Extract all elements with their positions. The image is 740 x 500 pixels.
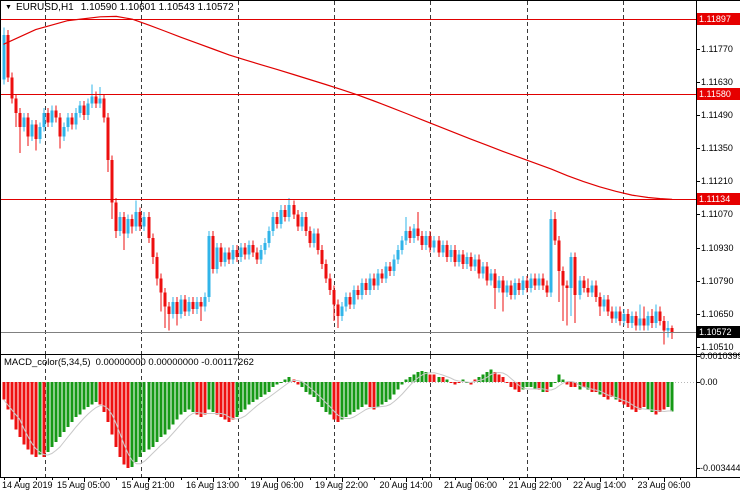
price-axis-label: 1.11490	[701, 110, 733, 120]
chart-title-bar: ▼ EURUSD,H1 1.10590 1.10601 1.10543 1.1057…	[5, 2, 234, 13]
time-axis-label: 14 Aug 2019	[2, 480, 53, 490]
price-axis-label: 1.11070	[701, 209, 733, 219]
macd-axis-label: 0.0010399	[700, 351, 740, 361]
price-axis-label: 1.10790	[701, 276, 734, 286]
macd-indicator-values: 0.00000000 0.00000000 -0.00117262	[95, 357, 254, 368]
macd-signal-line	[3, 371, 673, 465]
current-price-badge: 1.10572	[697, 326, 740, 338]
chart-symbol-period: EURUSD,H1	[15, 2, 74, 13]
time-axis-label: 22 Aug 14:00	[572, 480, 627, 490]
macd-axis-label: 0.00	[700, 377, 718, 387]
price-axis-label: 1.11630	[701, 77, 733, 87]
time-axis-label: 15 Aug 05:00	[56, 480, 111, 490]
macd-indicator-name: MACD_color(5,34,5)	[4, 357, 91, 368]
macd-axis-label: -0.0034448	[700, 463, 740, 473]
time-axis-label: 16 Aug 13:00	[185, 480, 240, 490]
price-axis-label: 1.11350	[701, 143, 733, 153]
time-axis-label: 21 Aug 22:00	[508, 480, 562, 490]
price-axis-label: 1.11210	[701, 176, 733, 186]
time-axis-label: 19 Aug 06:00	[250, 480, 304, 490]
price-line-badge: 1.11134	[697, 193, 740, 205]
time-axis-label: 19 Aug 22:00	[314, 480, 369, 490]
candles-layer	[2, 27, 674, 345]
time-axis-label: 20 Aug 14:00	[379, 480, 433, 490]
price-line-badge: 1.11580	[697, 88, 740, 100]
symbol-dropdown-icon[interactable]: ▼	[5, 4, 12, 11]
macd-panel-layer	[0, 369, 696, 468]
time-axis-label: 21 Aug 06:00	[443, 480, 498, 490]
moving-average-line	[3, 15, 673, 200]
price-line-badge: 1.11897	[697, 13, 740, 25]
macd-indicator-label: MACD_color(5,34,5) 0.00000000 0.00000000 …	[4, 357, 254, 368]
macd-bars-layer	[2, 369, 674, 468]
price-axis-label: 1.11770	[701, 44, 733, 54]
price-axis-label: 1.10650	[701, 309, 734, 319]
chart-ohlc-quotes: 1.10590 1.10601 1.10543 1.10572	[80, 2, 234, 13]
price-axis-label: 1.10510	[701, 342, 734, 352]
price-axis-label: 1.10930	[701, 243, 734, 253]
hline-layer	[0, 19, 696, 333]
borders-layer	[0, 0, 740, 482]
time-axis-label: 15 Aug 21:00	[121, 480, 175, 490]
time-axis-label: 23 Aug 06:00	[637, 480, 691, 490]
